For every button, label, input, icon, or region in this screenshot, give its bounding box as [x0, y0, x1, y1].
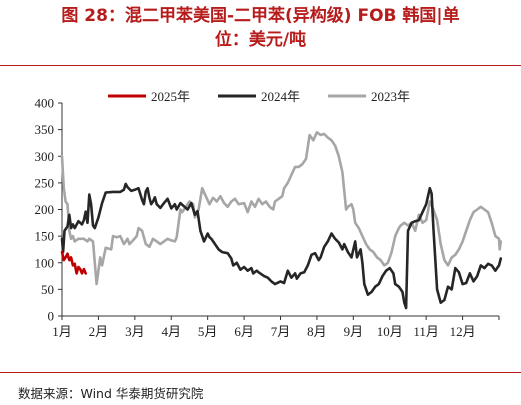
x-tick-label: 4月	[161, 324, 181, 339]
x-tick-label: 3月	[125, 324, 145, 339]
x-tick-label: 5月	[198, 324, 218, 339]
y-tick-label: 300	[35, 149, 55, 164]
x-tick-label: 6月	[234, 324, 254, 339]
title-divider	[0, 65, 521, 66]
x-tick-label: 10月	[377, 324, 403, 339]
legend-label: 2025年	[151, 89, 190, 104]
plot-area	[60, 131, 503, 310]
x-tick-label: 2月	[89, 324, 109, 339]
y-tick-label: 400	[35, 96, 55, 111]
y-tick-label: 0	[48, 309, 55, 324]
y-tick-label: 250	[35, 175, 55, 190]
source-divider	[0, 372, 521, 373]
source-note: 数据来源：Wind 华泰期货研究院	[18, 386, 204, 401]
series-line-2024	[60, 182, 503, 310]
x-tick-label: 11月	[413, 324, 439, 339]
figure-title-line1: 图 28：混二甲苯美国-二甲苯(异构级) FOB 韩国|单	[61, 6, 460, 26]
legend-label: 2023年	[371, 89, 410, 104]
x-tick-label: 9月	[344, 324, 364, 339]
figure-title-line2: 位：美元/吨	[214, 30, 307, 50]
legend-label: 2024年	[261, 89, 300, 104]
y-tick-label: 200	[35, 202, 55, 217]
x-tick-label: 8月	[307, 324, 327, 339]
legend: 2025年 2024年 2023年	[108, 89, 410, 104]
series-line-2023	[60, 131, 503, 286]
y-tick-label: 50	[41, 282, 54, 297]
x-tick-label: 1月	[52, 324, 72, 339]
y-tick-label: 100	[35, 255, 55, 270]
axes: 0 50 100 150 200 250 300 350 400 1月 2月 3月 4月 5月 6月 7月 8月…	[35, 96, 500, 339]
x-tick-label: 7月	[271, 324, 291, 339]
x-tick-label: 12月	[450, 324, 476, 339]
y-tick-label: 150	[35, 229, 55, 244]
y-tick-label: 350	[35, 122, 55, 137]
figure-title: 图 28：混二甲苯美国-二甲苯(异构级) FOB 韩国|单 位：美元/吨	[0, 4, 521, 52]
series-line-2025	[60, 250, 87, 275]
